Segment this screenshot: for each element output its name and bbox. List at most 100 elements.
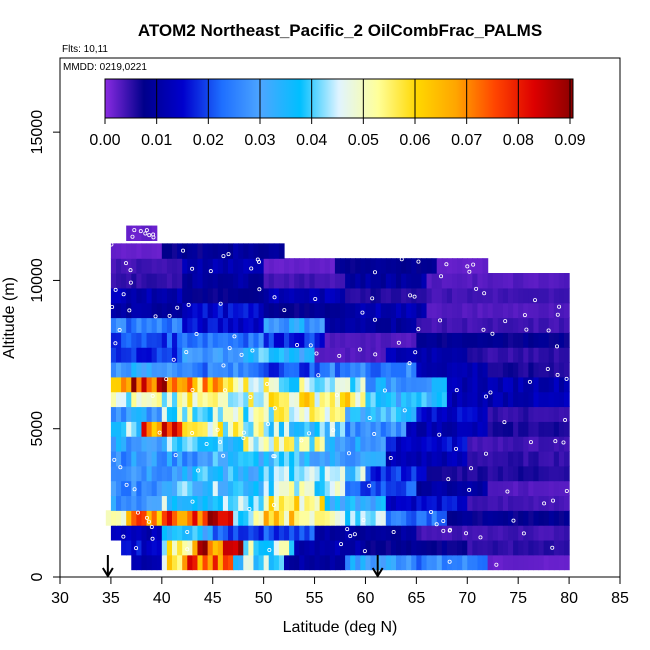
heatmap-cell [528,554,535,571]
sample-point [135,510,140,515]
heatmap-cell [309,436,316,452]
heatmap-cell [390,332,397,348]
heatmap-cell [426,480,433,497]
heatmap-cell [131,302,137,319]
heatmap-cell [375,525,382,541]
heatmap-cell [436,406,443,422]
sample-point [128,268,133,273]
heatmap-cell [334,450,341,467]
heatmap-cell [564,273,570,289]
heatmap-cell [345,539,351,556]
heatmap-cell [548,376,555,393]
heatmap-cell [360,406,367,422]
heatmap-cell [329,361,336,378]
heatmap-cell [497,332,504,348]
heatmap-cell [243,480,249,497]
heatmap-cell [273,436,280,452]
heatmap-cell [390,539,397,556]
heatmap-cell [197,347,204,363]
heatmap-cell [248,539,255,556]
heatmap-cell [212,465,219,482]
heatmap-cell [253,391,260,408]
heatmap-cell [161,554,168,571]
heatmap-cell [299,510,305,526]
heatmap-cell [350,450,356,467]
heatmap-cell [217,347,224,363]
sample-point [429,509,434,514]
heatmap-cell [268,525,275,541]
heatmap-cell [502,465,509,482]
heatmap-cell [523,525,529,541]
heatmap-cell [497,302,504,319]
heatmap-cell [131,406,137,422]
heatmap-cell [558,391,565,408]
heatmap-cell [187,273,193,289]
heatmap-cell [243,258,249,274]
heatmap-cell [528,302,535,319]
heatmap-cell [166,465,173,482]
heatmap-cell [126,465,132,482]
heatmap-cell [411,406,417,422]
heatmap-cell [564,554,570,571]
heatmap-cell [492,332,499,348]
heatmap-cell [523,436,529,452]
heatmap-cell [233,391,239,408]
heatmap-cell [482,332,489,348]
heatmap-cell [411,495,417,511]
colorbar-tick-label: 0.06 [399,132,430,149]
heatmap-cell [161,436,168,452]
sample-point [367,415,372,420]
heatmap-cell [233,480,239,497]
heatmap-cell [365,317,372,333]
heatmap-cell [441,302,448,319]
heatmap-cell [340,287,346,304]
heatmap-cell [202,450,209,467]
heatmap-cell [457,317,463,333]
heatmap-cell [202,406,209,422]
heatmap-cell [278,361,285,378]
heatmap-cell [472,273,479,289]
heatmap-cell [472,495,479,511]
heatmap-cell [385,302,392,319]
heatmap-cell [477,376,484,393]
heatmap-cell [416,406,423,422]
heatmap-cell [289,406,295,422]
heatmap-cell [141,258,148,274]
heatmap-cell [141,510,148,526]
heatmap-cell [406,450,412,467]
sample-point [357,347,362,352]
heatmap-cell [126,258,132,274]
heatmap-cell [370,376,377,393]
heatmap-cell [401,554,407,571]
heatmap-cell [543,317,550,333]
heatmap-cell [121,539,127,556]
heatmap-cell [548,361,555,378]
heatmap-cell [299,406,305,422]
heatmap-cell [518,539,524,556]
heatmap-cell [172,391,178,408]
heatmap-cell [375,287,382,304]
heatmap-cell [401,539,407,556]
heatmap-cell [396,495,402,511]
heatmap-cell [161,465,168,482]
heatmap-cell [238,539,244,556]
heatmap-cell [345,450,351,467]
sample-point [564,376,569,381]
heatmap-cell [116,317,122,333]
sample-point [190,266,195,271]
heatmap-cell [228,243,234,259]
heatmap-cell [121,525,127,541]
heatmap-cell [253,495,260,511]
heatmap-cell [426,539,433,556]
heatmap-cell [324,510,331,526]
heatmap-cell [151,421,158,437]
heatmap-cell [166,347,173,363]
heatmap-cell [156,406,163,422]
heatmap-cell [446,273,453,289]
heatmap-cell [502,436,509,452]
sample-point [171,357,176,362]
heatmap-cell [136,495,143,511]
heatmap-cell [421,347,428,363]
heatmap-cell [299,421,305,437]
heatmap-cell [278,554,285,571]
